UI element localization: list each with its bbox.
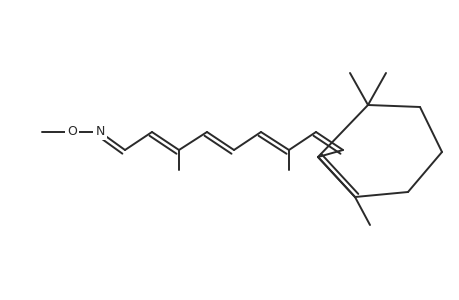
Text: N: N xyxy=(95,125,105,139)
Text: O: O xyxy=(67,125,77,139)
